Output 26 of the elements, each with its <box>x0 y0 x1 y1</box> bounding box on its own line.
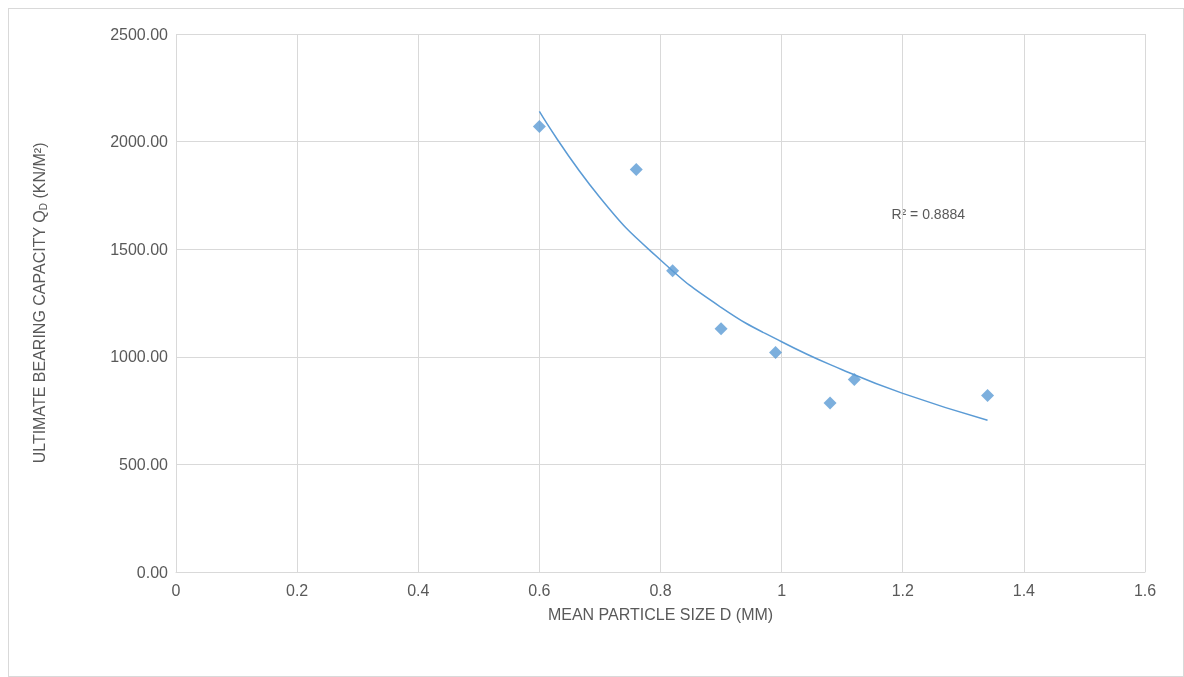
x-tick-label: 0.8 <box>649 581 672 599</box>
x-tick-label: 0 <box>171 581 181 599</box>
line-series <box>538 110 989 422</box>
point <box>823 396 837 410</box>
point <box>666 264 680 278</box>
y-tick-label: 1500.00 <box>110 240 169 258</box>
y-axis-title: ULTIMATE BEARING CAPACITY QD (KN/M²) <box>30 142 49 464</box>
point <box>847 372 861 386</box>
x-tick-label: 0.2 <box>286 581 309 599</box>
point <box>629 163 643 177</box>
y-tick-label: 2500.00 <box>110 25 169 43</box>
x-tick-label: 1.6 <box>1133 581 1157 599</box>
point <box>769 346 783 359</box>
x-tick-label: 1.2 <box>891 581 914 599</box>
x-tick-label: 1 <box>777 581 787 599</box>
x-tick-label: 1.4 <box>1012 581 1036 599</box>
point <box>981 389 995 403</box>
point <box>532 120 546 134</box>
point <box>714 322 728 336</box>
y-tick-label: 0.00 <box>136 563 169 581</box>
x-axis-title: MEAN PARTICLE SIZE D (MM) <box>547 605 774 623</box>
y-tick-label: 2000.00 <box>110 133 169 151</box>
x-tick-label: 0.4 <box>407 581 430 599</box>
y-tick-label: 1000.00 <box>110 348 169 366</box>
x-tick-label: 0.6 <box>528 581 551 599</box>
y-tick-label: 500.00 <box>119 455 169 473</box>
